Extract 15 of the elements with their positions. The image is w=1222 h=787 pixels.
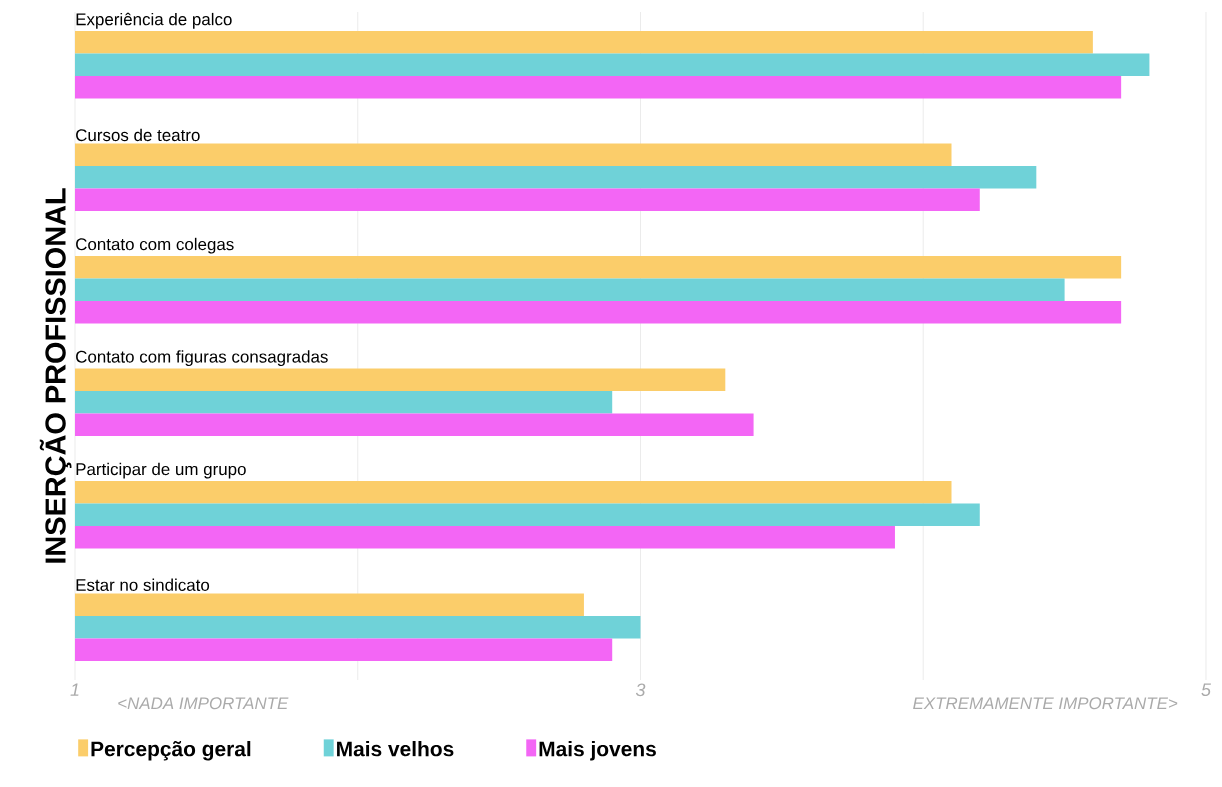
y-tick-label: Experiência de palco (76, 12, 232, 29)
y-tick-label: Participar de um grupo (76, 462, 246, 479)
y-tick-label: Contato com figuras consagradas (76, 350, 328, 367)
x-tick-label: 1 (70, 683, 79, 696)
x-tick-label: 5 (1201, 683, 1211, 697)
legend-label: Mais jovens (539, 740, 656, 761)
x-tick-label: 3 (635, 683, 646, 697)
legend-label: Mais velhos (337, 740, 454, 757)
y-tick-label: Cursos de teatro (76, 128, 200, 142)
legend-label: Percepção geral (91, 740, 251, 761)
y-tick-label: Estar no sindicato (76, 578, 210, 591)
y-axis-title: INSERÇÃO PROFISSIONAL (39, 188, 72, 563)
text: <NADA IMPORTANTE (118, 697, 289, 710)
text: EXTREMAMENTE IMPORTANTE> (913, 697, 1178, 710)
y-tick-label: Contato com colegas (76, 237, 234, 254)
